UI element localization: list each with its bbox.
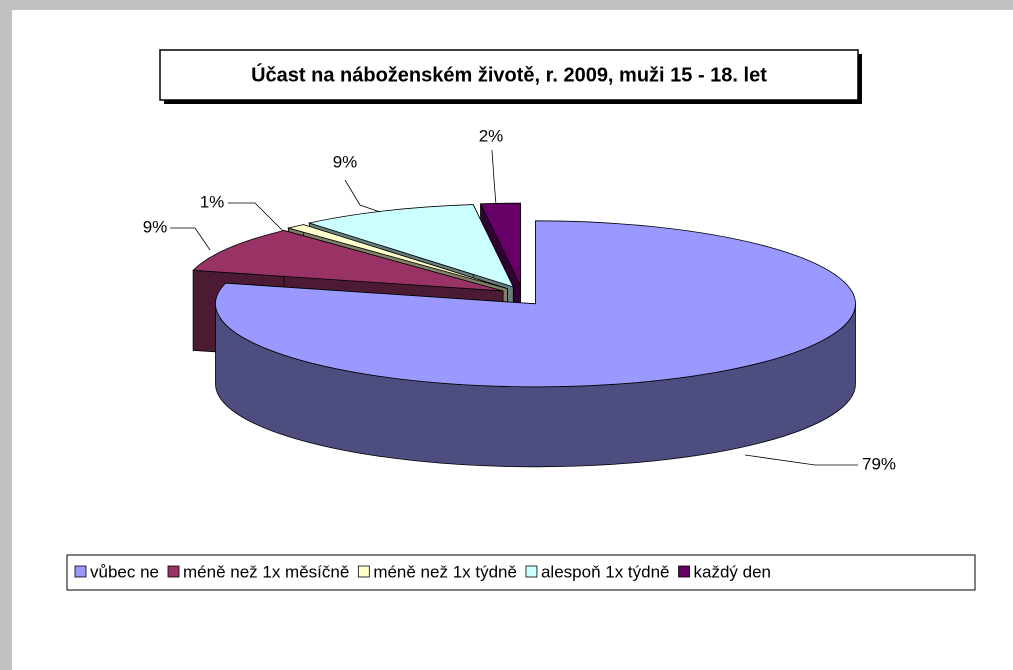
leader-line — [491, 149, 497, 206]
leader-line — [744, 454, 858, 466]
legend-swatch — [74, 565, 87, 578]
legend-label: každý den — [694, 562, 772, 581]
legend-swatch — [525, 565, 538, 578]
title-box — [159, 49, 859, 101]
chart-title: Účast na náboženském životě, r. 2009, mu… — [251, 62, 767, 86]
slice-top — [307, 204, 515, 288]
legend-label: alespoň 1x týdně — [541, 562, 670, 581]
slice-top — [215, 220, 856, 388]
legend-box — [66, 554, 976, 591]
data-label: 9% — [143, 217, 168, 236]
slice-top — [479, 202, 522, 287]
legend-label: vůbec ne — [90, 562, 159, 581]
legend-swatch — [167, 565, 180, 578]
legend: vůbec ne méně než 1x měsíčně méně než 1x t… — [74, 562, 772, 581]
pie: 79% 9% 1% 9% 2% — [143, 126, 896, 473]
legend-swatch — [357, 565, 370, 578]
data-label: 1% — [200, 192, 225, 211]
leader-line — [344, 179, 381, 213]
data-label: 79% — [862, 454, 896, 473]
slice-top — [286, 224, 508, 289]
slice — [215, 220, 856, 468]
slice-top — [192, 230, 504, 292]
legend-label: méně než 1x měsíčně — [183, 562, 349, 581]
legend-label: méně než 1x týdně — [373, 562, 517, 581]
data-label: 2% — [479, 126, 504, 145]
legend-swatch — [678, 565, 690, 578]
leader-line — [170, 227, 211, 251]
leader-line — [228, 202, 284, 232]
data-label: 9% — [333, 152, 358, 171]
